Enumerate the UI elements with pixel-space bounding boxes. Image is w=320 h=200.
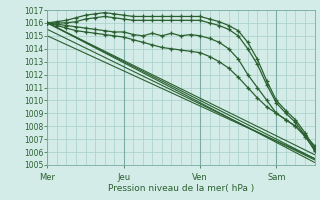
X-axis label: Pression niveau de la mer( hPa ): Pression niveau de la mer( hPa )	[108, 184, 254, 193]
